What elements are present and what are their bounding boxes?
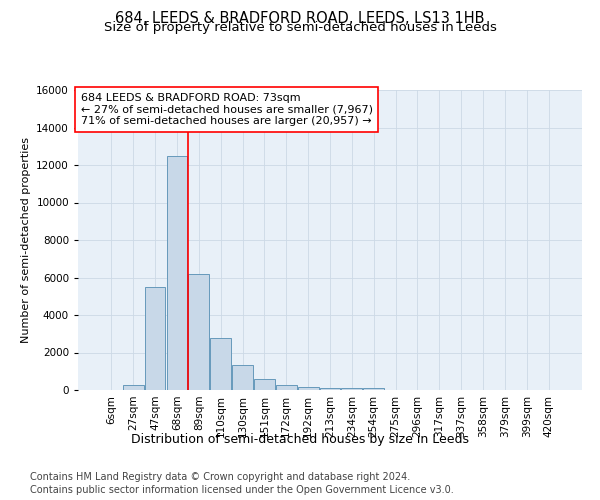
Bar	[188, 274, 209, 390]
Bar	[364, 388, 384, 390]
Bar	[254, 379, 275, 390]
Text: 684, LEEDS & BRADFORD ROAD, LEEDS, LS13 1HB: 684, LEEDS & BRADFORD ROAD, LEEDS, LS13 …	[115, 11, 485, 26]
Text: Size of property relative to semi-detached houses in Leeds: Size of property relative to semi-detach…	[104, 22, 496, 35]
Bar	[232, 364, 253, 390]
Bar	[123, 385, 143, 390]
Text: Distribution of semi-detached houses by size in Leeds: Distribution of semi-detached houses by …	[131, 432, 469, 446]
Bar	[167, 156, 187, 390]
Text: 684 LEEDS & BRADFORD ROAD: 73sqm
← 27% of semi-detached houses are smaller (7,96: 684 LEEDS & BRADFORD ROAD: 73sqm ← 27% o…	[80, 93, 373, 126]
Bar	[276, 386, 296, 390]
Text: Contains HM Land Registry data © Crown copyright and database right 2024.: Contains HM Land Registry data © Crown c…	[30, 472, 410, 482]
Bar	[145, 287, 166, 390]
Y-axis label: Number of semi-detached properties: Number of semi-detached properties	[20, 137, 31, 343]
Bar	[298, 386, 319, 390]
Bar	[210, 338, 231, 390]
Bar	[341, 388, 362, 390]
Text: Contains public sector information licensed under the Open Government Licence v3: Contains public sector information licen…	[30, 485, 454, 495]
Bar	[320, 388, 340, 390]
